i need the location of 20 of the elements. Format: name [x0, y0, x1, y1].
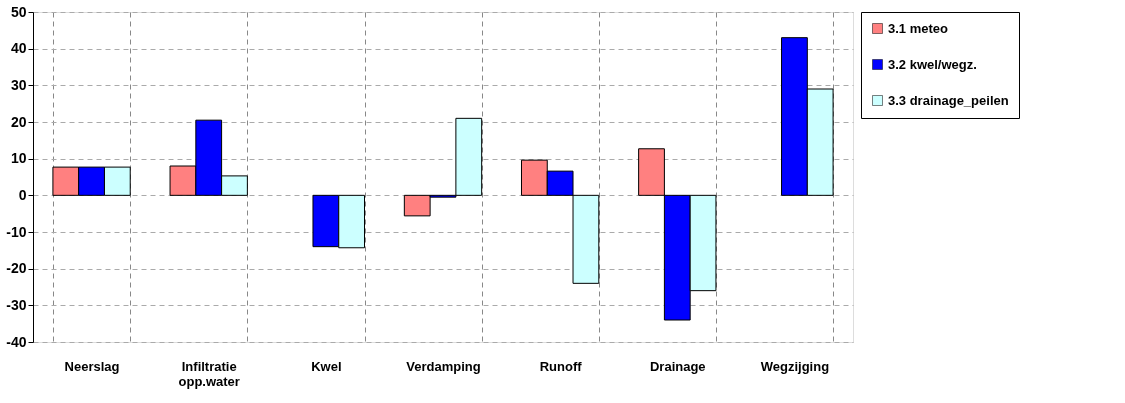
y-tick-label: -20	[6, 260, 27, 277]
legend-label: 3.1 meteo	[888, 20, 949, 36]
legend-label: 3.3 drainage_peilen	[888, 92, 1009, 108]
x-tick-label: Runoff	[539, 358, 583, 374]
x-tick-label: Infiltratie opp.water	[178, 358, 240, 389]
x-tick-label: Verdamping	[406, 358, 481, 374]
y-tick-label: 10	[10, 150, 27, 167]
y-tick-label: -30	[6, 296, 27, 313]
y-tick-label: 50	[10, 3, 27, 20]
y-tick-label: 20	[10, 113, 27, 130]
y-tick-label: -40	[6, 333, 27, 350]
y-tick-label: 30	[10, 76, 27, 93]
x-tick-label: Wegzijging	[760, 358, 830, 374]
y-tick-label: 0	[18, 186, 27, 203]
x-tick-label: Kwel	[311, 358, 342, 374]
y-tick-label: -10	[6, 223, 27, 240]
x-tick-label: Drainage	[649, 358, 706, 374]
y-tick-label: 40	[10, 40, 27, 57]
x-tick-label: Neerslag	[64, 358, 120, 374]
legend-label: 3.2 kwel/wegz.	[888, 56, 977, 72]
